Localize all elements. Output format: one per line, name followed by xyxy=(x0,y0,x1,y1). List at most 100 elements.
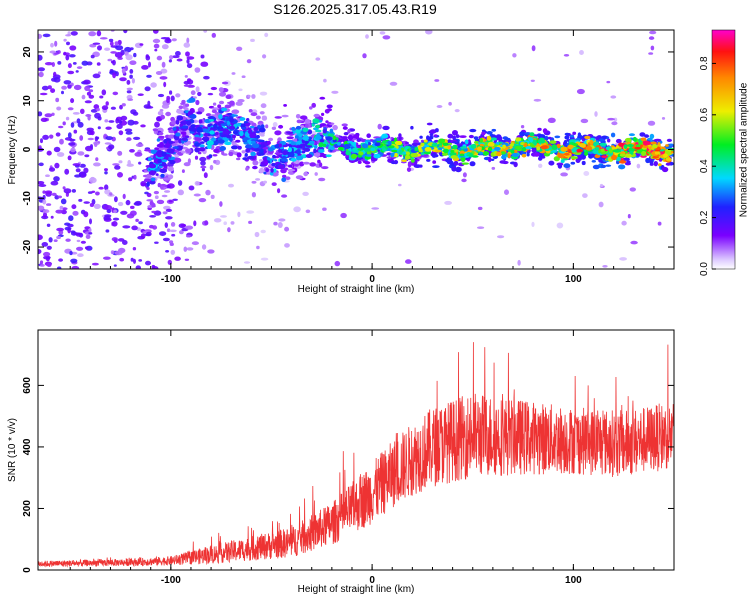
spectrogram-cell xyxy=(201,167,205,172)
spectrogram-cell xyxy=(259,149,264,154)
spectrogram-cell xyxy=(454,109,460,113)
spectrogram-cell xyxy=(497,235,505,239)
spectrogram-cell xyxy=(117,39,122,46)
spectrogram-cell xyxy=(42,209,50,214)
spectrogram-cell xyxy=(321,112,325,116)
spectrogram-cell xyxy=(318,177,326,182)
spectrogram-cell xyxy=(210,86,218,91)
spectrogram-cell xyxy=(185,135,190,139)
spectrogram-cell xyxy=(167,166,174,172)
spectrogram-cell xyxy=(423,139,428,143)
spectrogram-cell xyxy=(554,135,561,139)
spectrogram-cell xyxy=(389,81,398,86)
spectrogram-cell xyxy=(357,160,362,164)
spectrogram-cell xyxy=(144,86,151,92)
spectrogram-cell xyxy=(117,201,124,207)
spectrogram-cell xyxy=(647,120,656,126)
spectrogram-cell xyxy=(194,134,200,138)
spectrogram-cell xyxy=(158,132,164,136)
spectrogram-cell xyxy=(610,95,617,99)
spectrogram-cell xyxy=(209,119,215,122)
spectrogram-cell xyxy=(243,261,251,264)
colorbar-label: Normalized spectral amplitude xyxy=(739,82,750,217)
spectrogram-cell xyxy=(168,200,173,203)
spectrogram-cell xyxy=(564,132,570,136)
spectrogram-cell xyxy=(63,80,72,85)
spectrogram-cell xyxy=(71,265,80,269)
spectrogram-cell xyxy=(75,70,79,73)
y-tick-label: 0 xyxy=(22,146,33,152)
spectrogram-cell xyxy=(274,152,281,155)
spectrogram-cell xyxy=(605,164,612,167)
spectrogram-cell xyxy=(570,156,578,160)
spectrogram-cell xyxy=(106,209,112,214)
spectrogram-cell xyxy=(567,144,574,150)
spectrogram-cell xyxy=(211,107,219,111)
spectrogram-cell xyxy=(186,37,190,44)
spectrogram-cell xyxy=(229,137,233,142)
spectrogram-cell xyxy=(302,135,310,141)
spectrogram-cell xyxy=(180,131,187,135)
spectrogram-cell xyxy=(661,166,669,173)
spectrogram-cell xyxy=(551,145,558,150)
spectrogram-cell xyxy=(145,106,154,109)
spectrogram-cell xyxy=(212,154,218,157)
spectrogram-cell xyxy=(326,104,333,109)
spectrogram-cell xyxy=(648,36,655,40)
x-tick-label: 0 xyxy=(369,575,375,586)
spectrogram-cell xyxy=(665,157,672,162)
spectrogram-cell xyxy=(345,150,352,156)
spectrogram-cell xyxy=(210,138,217,141)
spectrogram-cell xyxy=(477,226,485,229)
spectrogram-cell xyxy=(325,136,333,141)
spectrogram-cell xyxy=(221,81,229,85)
spectrogram-cell xyxy=(65,54,70,61)
spectrogram-cell xyxy=(548,160,555,166)
spectrogram-cell xyxy=(391,149,398,153)
spectrogram-cell xyxy=(526,152,530,157)
spectrogram-cell xyxy=(46,245,52,250)
spectrogram-cell xyxy=(468,134,474,139)
spectrogram-cell xyxy=(157,93,165,98)
spectrogram-cell xyxy=(215,132,219,136)
spectrogram-cell xyxy=(76,239,81,243)
spectrogram-cell xyxy=(76,66,83,69)
spectrogram-cell xyxy=(53,146,61,153)
spectrogram-cell xyxy=(509,143,514,147)
spectrogram-cell xyxy=(401,159,407,162)
spectrogram-cell xyxy=(123,30,128,34)
spectrogram-cell xyxy=(88,232,93,235)
spectrogram-cell xyxy=(366,151,372,155)
spectrogram-cell xyxy=(179,123,184,127)
spectrogram-cell xyxy=(228,151,234,157)
spectrogram-cell xyxy=(201,244,207,250)
spectrogram-cell xyxy=(134,152,143,157)
spectrogram-cell xyxy=(167,183,175,189)
spectrogram-cell xyxy=(107,58,113,62)
spectrogram-cell xyxy=(649,159,654,165)
spectrogram-cell xyxy=(343,143,350,150)
spectrogram-cell xyxy=(122,193,126,200)
spectrogram-cell xyxy=(512,53,517,58)
spectrogram-cell xyxy=(444,200,452,205)
spectrogram-cell xyxy=(398,149,403,155)
spectrogram-cell xyxy=(447,145,451,150)
spectrogram-cell xyxy=(563,152,570,156)
spectrogram-cell xyxy=(57,195,62,199)
spectrogram-cell xyxy=(296,149,301,155)
spectrogram-cell xyxy=(193,220,197,227)
spectrogram-cell xyxy=(196,111,203,115)
spectrogram-cell xyxy=(218,100,225,105)
spectrogram-cell xyxy=(213,123,218,129)
spectrogram-cell xyxy=(96,107,100,112)
spectrogram-cell xyxy=(379,31,386,35)
spectrogram-cell xyxy=(438,147,443,151)
snr-axes: -100 0 100 0 200 400 600 xyxy=(22,330,675,586)
spectrogram-cell xyxy=(238,88,243,92)
spectrogram-cell xyxy=(410,152,418,158)
spectrogram-cell xyxy=(152,38,161,44)
spectrogram-cell xyxy=(170,222,176,227)
spectrogram-cell xyxy=(183,80,190,85)
spectrogram-cell xyxy=(462,172,467,178)
spectrogram-cell xyxy=(160,173,165,178)
